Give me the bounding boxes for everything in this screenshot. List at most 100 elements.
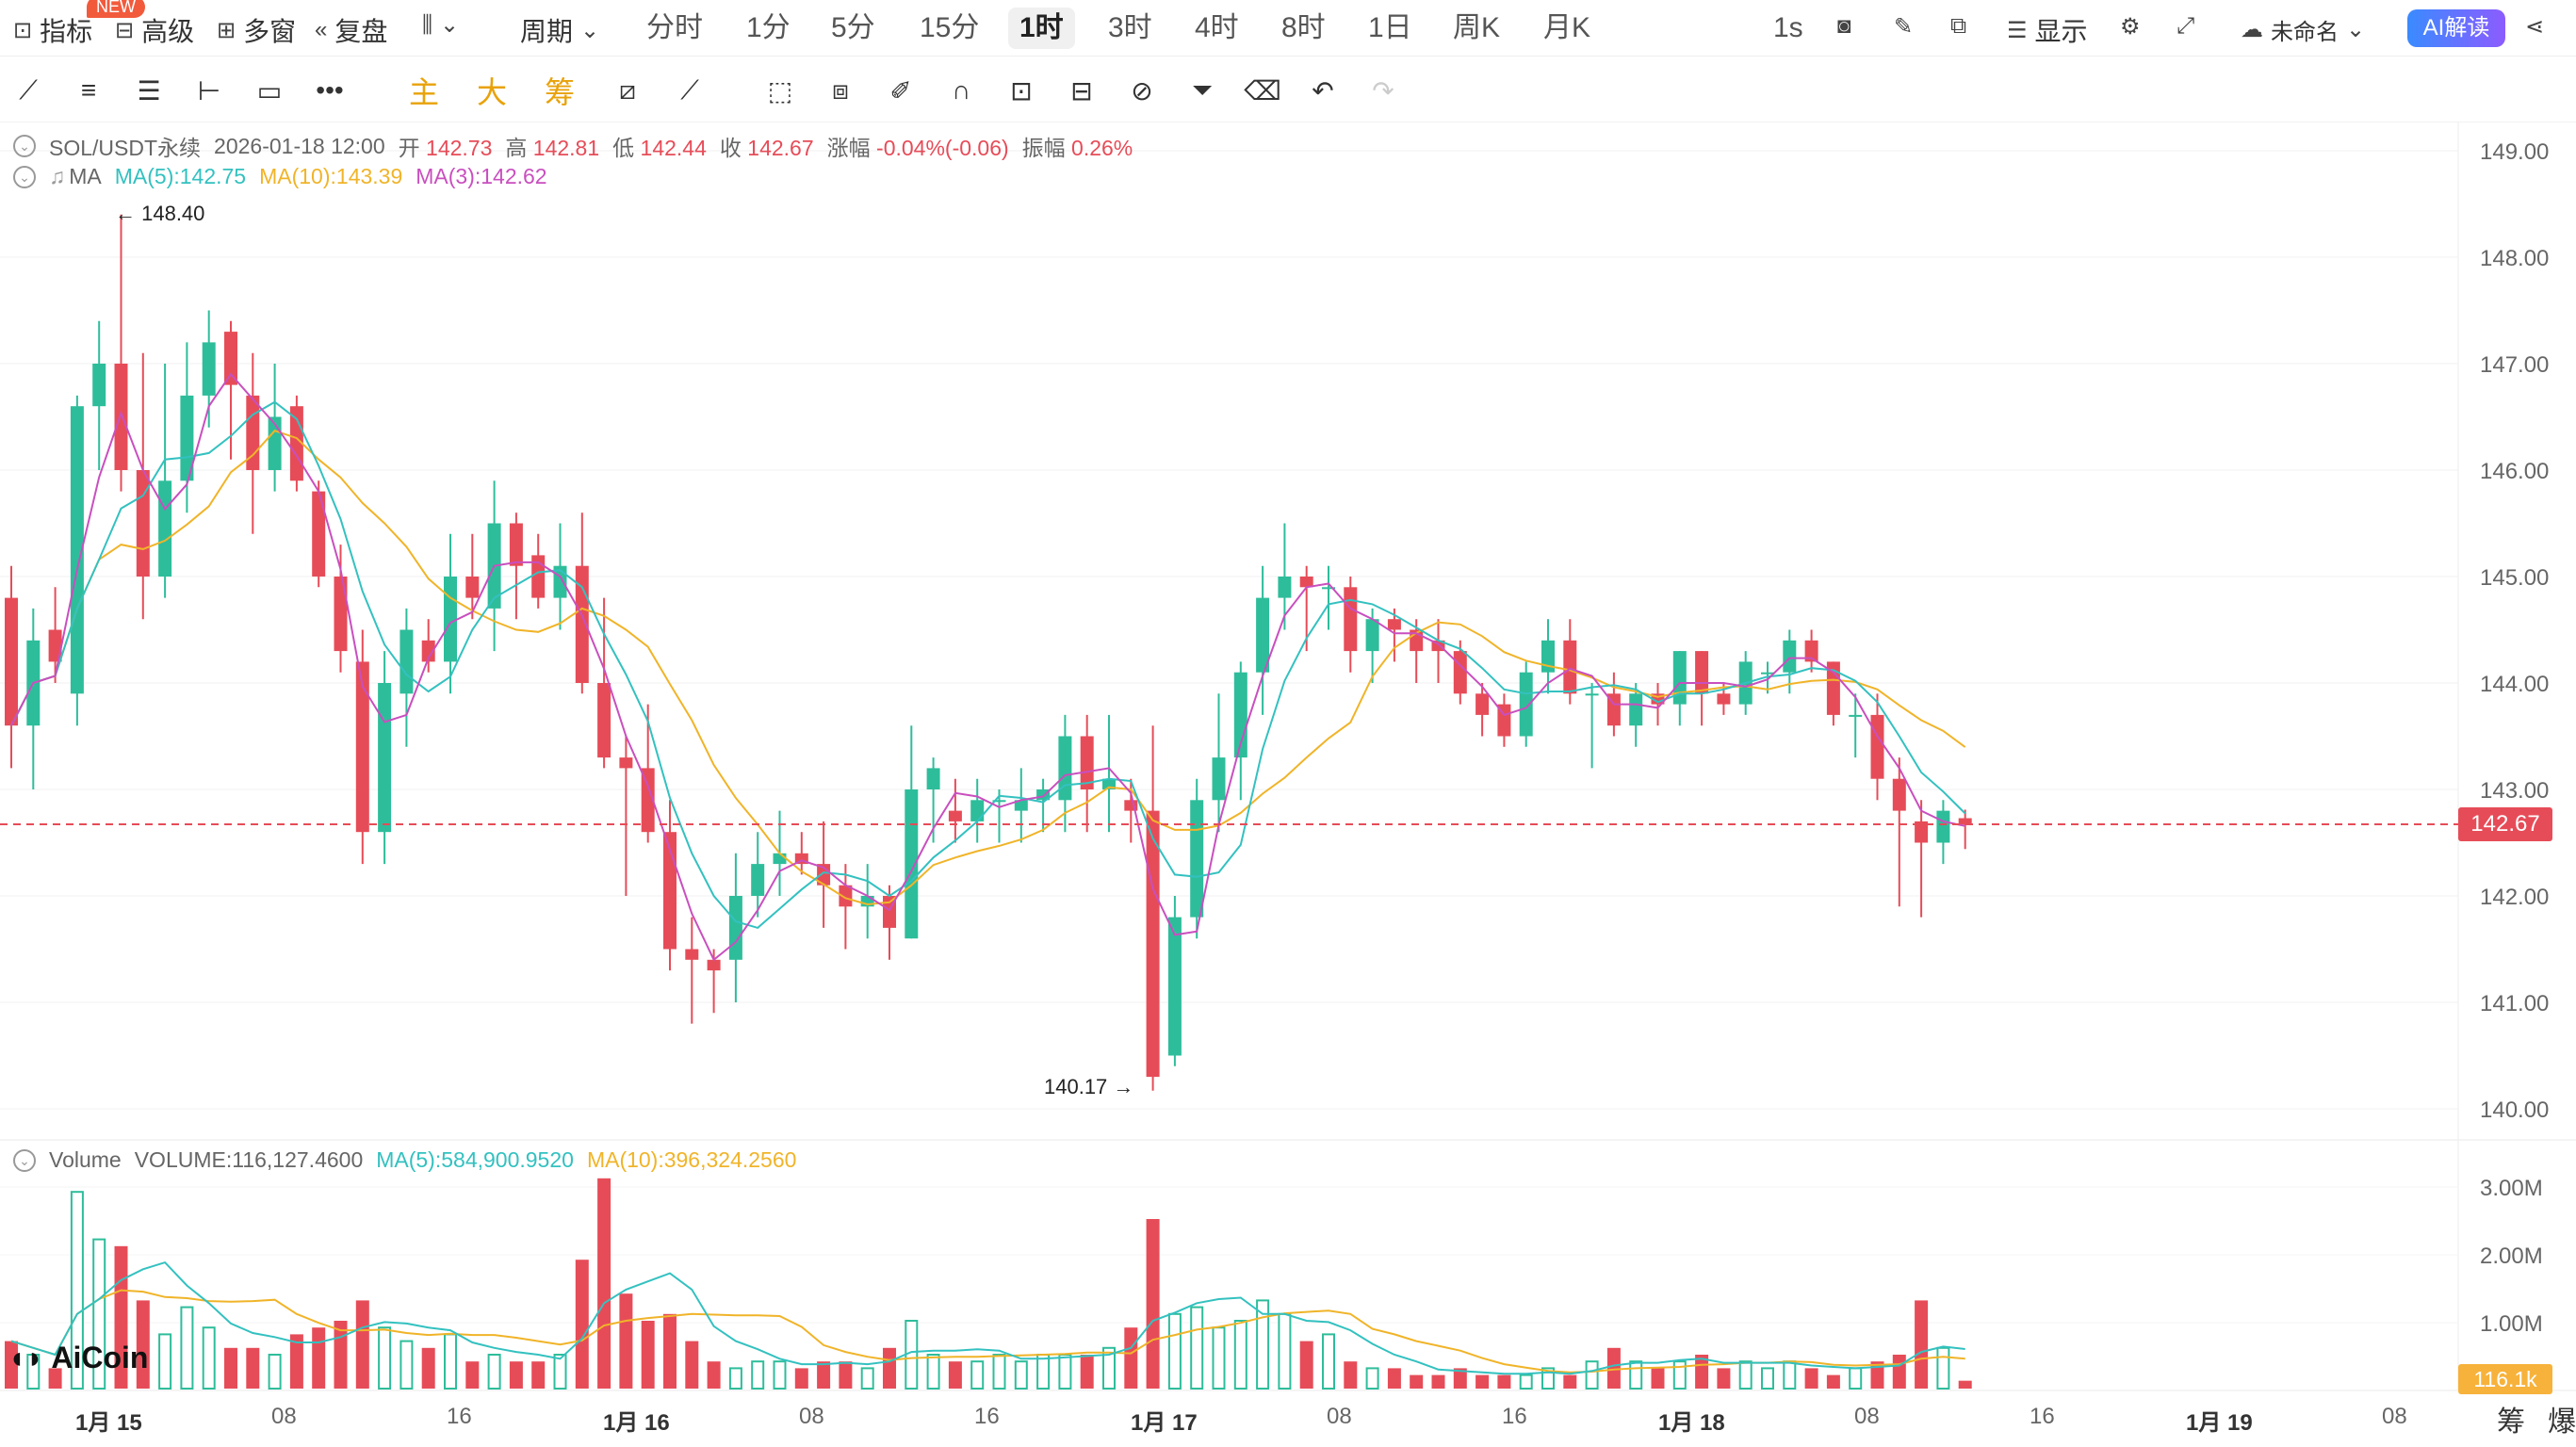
collapse-icon[interactable]: ⌄ — [13, 165, 36, 188]
price-axis-label: 147.00 — [2480, 352, 2550, 378]
price-axis-label: 143.00 — [2480, 778, 2550, 804]
chevron-down-icon: ⌄ — [580, 17, 600, 43]
horizontal-ray-icon[interactable]: ⊢ — [197, 75, 221, 106]
display-label: 显示 — [2034, 17, 2088, 46]
lock-icon[interactable]: ⊡ — [1010, 75, 1033, 106]
redo-icon[interactable]: ↷ — [1372, 75, 1394, 106]
period-8h[interactable]: 8时 — [1281, 12, 1326, 43]
footer-toggles: 筹 爆 — [2497, 1398, 2576, 1439]
period-3h[interactable]: 3时 — [1108, 12, 1152, 43]
period-15m[interactable]: 15分 — [920, 12, 980, 43]
volume-bar-up — [268, 1354, 282, 1390]
magnet-icon[interactable]: ∩ — [951, 75, 971, 105]
volume-bar-up — [553, 1354, 567, 1390]
indicator-button[interactable]: ⊡ 指标 — [13, 11, 92, 49]
period-month[interactable]: 月K — [1543, 12, 1591, 43]
candle-down — [1387, 619, 1401, 630]
fullscreen-icon[interactable]: ⤢ — [2177, 13, 2195, 39]
volume-bar-up — [1365, 1367, 1379, 1390]
advanced-button[interactable]: ⊟ 高级 — [115, 11, 194, 49]
pen-icon[interactable]: ✎ — [1894, 14, 1914, 40]
time-axis-label: 08 — [799, 1404, 824, 1429]
multi-window-button[interactable]: ⊞ 多窗 — [217, 11, 296, 49]
period-1d[interactable]: 1日 — [1368, 12, 1412, 43]
period-selector[interactable]: 周期 ⌄ — [520, 11, 599, 49]
trash-icon[interactable]: ⌫ — [1244, 75, 1281, 106]
high-annotation: ← 148.40 — [115, 202, 205, 225]
collapse-icon[interactable]: ⌄ — [13, 1148, 36, 1172]
candle-up — [92, 364, 106, 407]
period-1m[interactable]: 1分 — [746, 12, 791, 43]
line-tool-icon[interactable]: ⟋ — [19, 74, 38, 105]
bell-icon[interactable]: ♫ — [49, 164, 66, 188]
big-order-toggle[interactable]: 大 — [476, 75, 507, 109]
horizontal-lines-icon[interactable]: ☰ — [137, 75, 161, 106]
visibility-icon[interactable]: ⊟ — [1070, 75, 1093, 106]
candle-down — [794, 853, 808, 865]
candle-down — [1804, 640, 1818, 662]
ai-draw-icon[interactable]: ⧄ — [619, 74, 636, 105]
candle-down — [1431, 640, 1445, 652]
chart-type-button[interactable]: ⫼ ⌄ — [422, 11, 459, 39]
ai-analysis-button[interactable]: AI解读 — [2407, 9, 2505, 47]
trend-tool-icon[interactable]: ⟋ — [680, 74, 699, 105]
main-indicator-toggle[interactable]: 主 — [408, 75, 439, 109]
candle-up — [1783, 640, 1797, 673]
more-tools-icon[interactable]: ••• — [316, 75, 344, 105]
cast-icon[interactable]: ⧉ — [1950, 13, 1967, 39]
refresh-interval[interactable]: 1s — [1773, 12, 1803, 43]
period-4h[interactable]: 4时 — [1195, 12, 1239, 43]
ruler-icon[interactable]: ⧈ — [832, 74, 849, 105]
chips-footer-toggle[interactable]: 筹 — [2497, 1406, 2525, 1438]
undo-icon[interactable]: ↶ — [1312, 75, 1334, 106]
rectangle-icon[interactable]: ▭ — [256, 75, 283, 106]
close-label: 收 — [719, 136, 742, 160]
chips-toggle[interactable]: 筹 — [544, 75, 575, 109]
time-axis-label: 08 — [1854, 1404, 1880, 1429]
volume-bar-up — [926, 1354, 940, 1390]
eraser-icon[interactable]: ✐ — [889, 75, 912, 106]
candle-down — [1958, 818, 1972, 825]
period-timeshare[interactable]: 分时 — [646, 12, 703, 43]
display-button[interactable]: ☰ 显示 — [2007, 11, 2088, 49]
replay-label: 复盘 — [334, 17, 388, 46]
volume-bar-down — [663, 1313, 677, 1389]
candle-down — [948, 810, 962, 821]
candle-up — [1519, 672, 1533, 737]
candle-down — [1124, 800, 1138, 811]
current-volume-tag: 116.1k — [2458, 1364, 2552, 1394]
settings-icon[interactable]: ⚙ — [2120, 14, 2141, 40]
filter-icon[interactable]: ⏷ — [1191, 74, 1214, 105]
select-icon[interactable]: ⬚ — [767, 75, 793, 106]
period-1h[interactable]: 1时 — [1008, 8, 1075, 49]
candle-down — [1080, 736, 1094, 789]
amplitude-value: 0.26% — [1071, 136, 1133, 160]
aicoin-watermark: ◖◗ AiCoin — [8, 1341, 148, 1375]
volume-bar-down — [948, 1361, 962, 1389]
volume-bar-down — [597, 1178, 611, 1389]
candle-down — [707, 959, 721, 971]
volume-bar-up — [1102, 1346, 1116, 1390]
link-icon[interactable]: ⊘ — [1131, 75, 1153, 106]
candle-up — [158, 480, 172, 577]
period-5m[interactable]: 5分 — [831, 12, 875, 43]
share-icon[interactable]: ⋖ — [2525, 14, 2545, 40]
period-week[interactable]: 周K — [1453, 12, 1501, 43]
parallel-lines-icon[interactable]: ≡ — [80, 75, 97, 105]
candle-up — [970, 800, 985, 821]
volume-bar-up — [202, 1326, 216, 1390]
volume-value: VOLUME:116,127.4600 — [134, 1147, 364, 1172]
liquidation-footer-toggle[interactable]: 爆 — [2548, 1406, 2576, 1438]
candle-down — [531, 555, 546, 598]
replay-button[interactable]: « 复盘 — [315, 11, 387, 49]
price-ma-lines — [10, 372, 1966, 962]
volume-bar-down — [1080, 1355, 1094, 1389]
price-axis-label: 140.00 — [2480, 1097, 2550, 1123]
price-axis-label: 149.00 — [2480, 139, 2550, 165]
volume-bar-up — [1672, 1360, 1687, 1390]
collapse-icon[interactable]: ⌄ — [13, 135, 36, 157]
candle-up — [202, 342, 216, 396]
camera-icon[interactable]: ◙ — [1837, 13, 1851, 39]
layout-selector[interactable]: ☁ 未命名 ⌄ — [2241, 13, 2365, 46]
